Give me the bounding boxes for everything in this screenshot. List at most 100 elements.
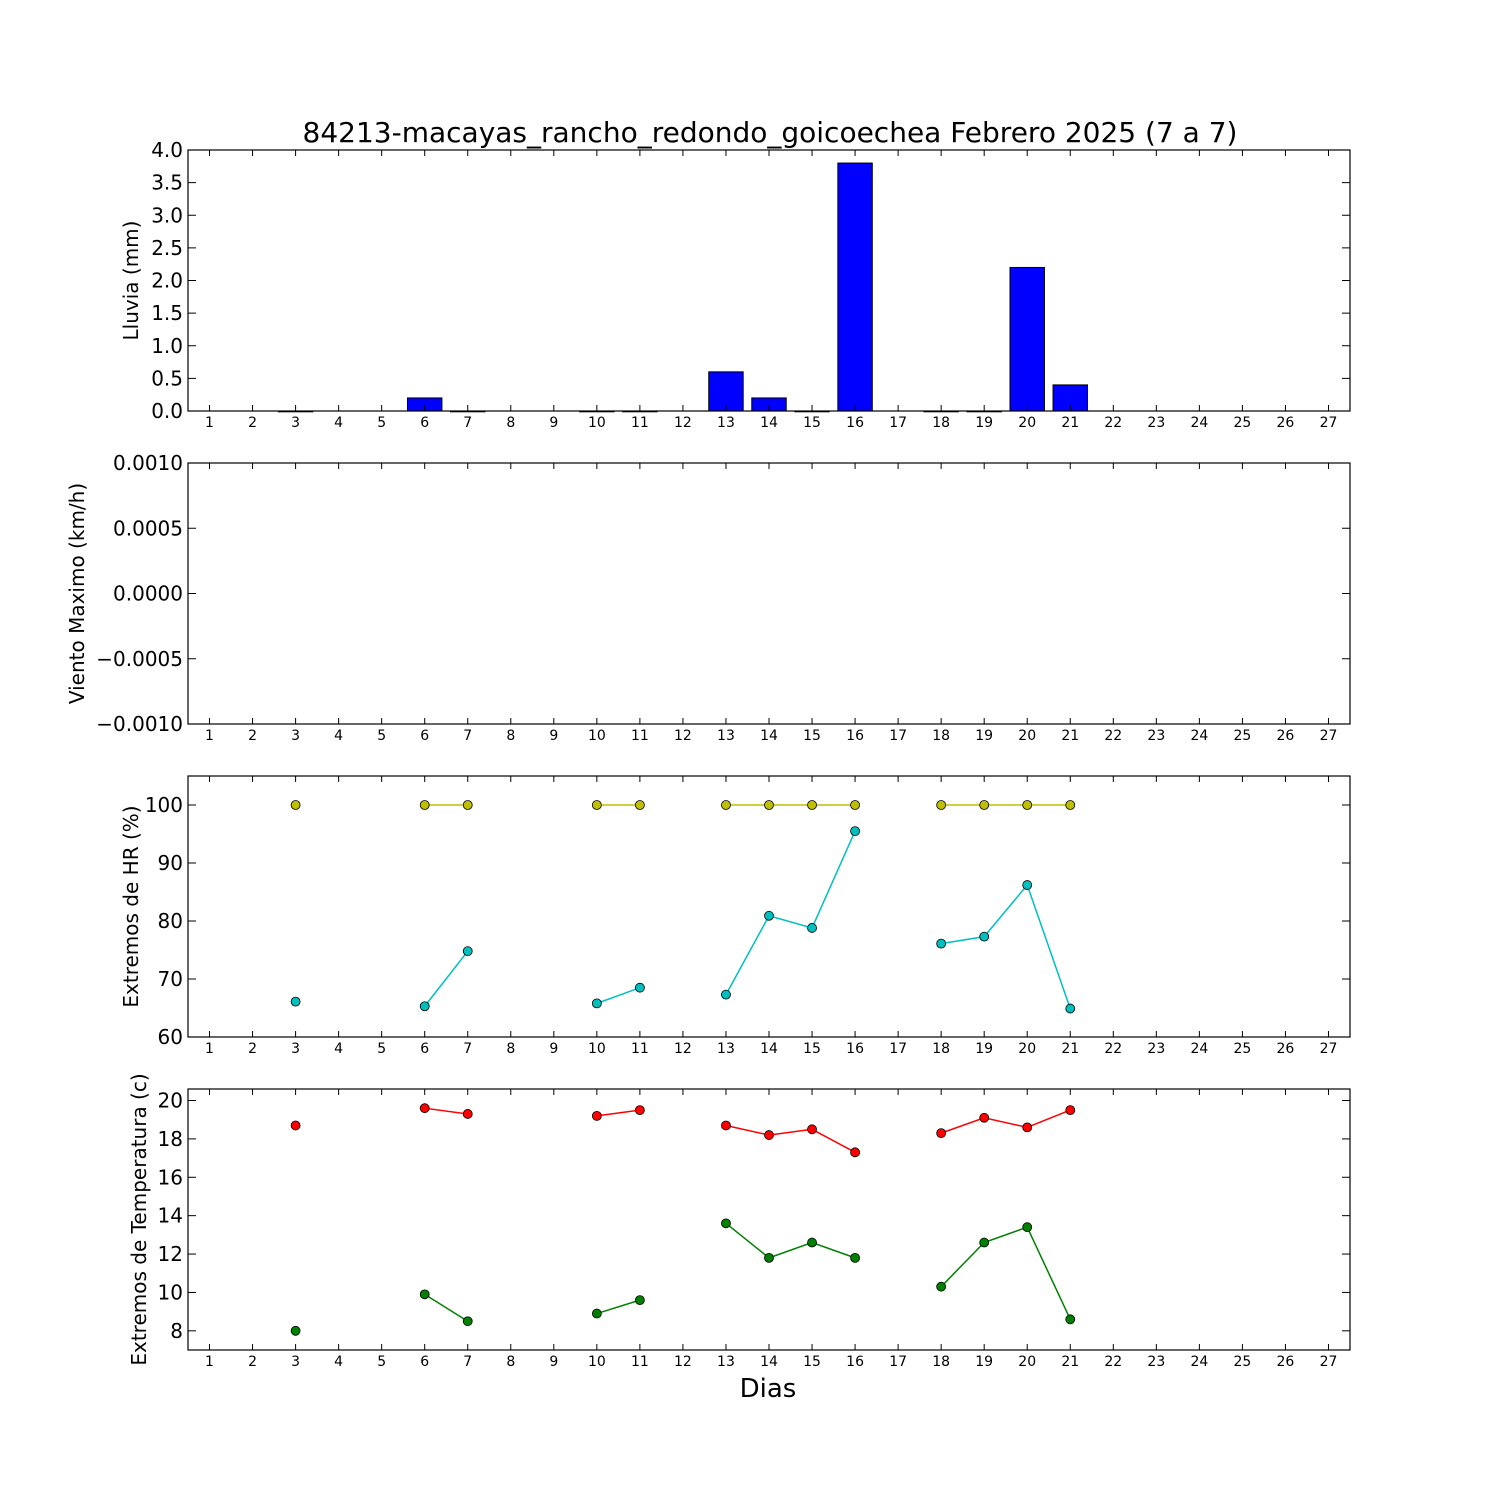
x-tick-label: 10 [588,1354,606,1370]
x-tick-label: 23 [1147,1354,1165,1370]
x-tick-label: 16 [846,1354,864,1370]
x-tick-label: 27 [1320,415,1338,431]
x-tick-label: 5 [377,1354,386,1370]
y-tick-label: 3.5 [151,171,183,195]
y-tick-label: −0.0010 [96,712,183,736]
y-tick-label: 0.0000 [113,582,183,606]
x-tick-label: 9 [549,415,558,431]
y-tick-label: 2.0 [151,269,183,293]
y-tick-label: 60 [158,1025,183,1049]
x-tick-label: 9 [549,728,558,744]
y-tick-label: 100 [145,793,183,817]
x-tick-label: 27 [1320,1354,1338,1370]
point-temp_min-day-19 [979,1237,990,1248]
x-tick-label: 16 [846,728,864,744]
y-tick-label: 8 [170,1319,183,1343]
point-temp_max-day-18 [936,1128,947,1139]
x-tick-label: 15 [803,415,821,431]
point-hr_max-day-7 [462,800,473,810]
point-hr_min-day-6 [419,1001,430,1012]
point-hr_max-day-18 [936,800,947,810]
point-hr_min-day-11 [634,982,645,993]
x-tick-label: 9 [549,1041,558,1057]
y-tick-label: 18 [158,1127,183,1151]
x-tick-label: 13 [717,415,735,431]
series-line-hr_min-1 [424,950,469,1007]
x-tick-label: 1 [205,1041,214,1057]
point-hr_min-day-14 [764,910,774,921]
y-tick-label: 1.0 [151,334,183,358]
y-axis-label-lluvia: Lluvia (mm) [119,221,143,341]
point-temp_min-day-6 [419,1289,430,1300]
x-tick-label: 17 [889,415,907,431]
x-tick-label: 6 [420,728,429,744]
y-tick-label: 70 [158,967,183,991]
x-tick-label: 15 [803,1354,821,1370]
x-tick-label: 5 [377,1041,386,1057]
x-tick-label: 8 [506,1041,515,1057]
x-tick-label: 24 [1190,415,1208,431]
x-tick-label: 2 [248,1354,257,1370]
x-tick-label: 6 [420,1041,429,1057]
x-tick-label: 5 [377,415,386,431]
point-hr_min-day-21 [1065,1003,1076,1014]
panel-temperatura: 1 2 3 4 5 6 7 8 9 10 11 12 13 14 15 16 17 18 19 20 21 22 23 24 2… [127,1073,1351,1370]
x-tick-label: 15 [803,728,821,744]
y-tick-label: 20 [158,1089,183,1113]
y-axis-label-hr: Extremos de HR (%) [119,805,143,1007]
x-tick-label: 14 [760,1354,778,1370]
x-axis-label: Dias [740,1374,797,1404]
x-tick-label: 23 [1147,728,1165,744]
point-hr_max-day-15 [807,800,817,810]
point-temp_min-day-15 [807,1237,817,1248]
x-tick-label: 8 [506,415,515,431]
axes-frame-temperatura [187,1088,1351,1351]
axes-frame-lluvia [187,149,1351,412]
series-line-temp_min-3 [725,1222,856,1259]
x-tick-label: 2 [248,728,257,744]
y-axis-label-viento: Viento Maximo (km/h) [65,483,89,704]
x-tick-label: 25 [1233,728,1251,744]
x-tick-label: 1 [205,1354,214,1370]
panels: 1 2 3 4 5 6 7 8 9 10 11 12 13 14 15 16 17 18 19 20 21 22 23 24 2… [65,138,1351,1370]
point-temp_max-day-6 [419,1103,430,1114]
x-tick-label: 6 [420,1354,429,1370]
x-tick-label: 17 [889,1354,907,1370]
point-temp_min-day-18 [936,1281,947,1292]
x-tick-label: 14 [760,1041,778,1057]
series-line-temp_min-1 [424,1293,469,1322]
x-tick-label: 22 [1104,1041,1122,1057]
x-tick-label: 7 [463,728,472,744]
point-temp_min-day-21 [1065,1314,1076,1325]
x-tick-label: 7 [463,415,472,431]
x-tick-label: 18 [932,728,950,744]
x-tick-label: 13 [717,1354,735,1370]
x-tick-label: 26 [1277,728,1295,744]
point-hr_max-day-11 [634,800,645,810]
y-tick-label: 12 [158,1242,183,1266]
point-hr_max-day-21 [1065,800,1076,810]
y-tick-label: 10 [158,1280,183,1304]
x-tick-label: 5 [377,728,386,744]
x-tick-label: 16 [846,1041,864,1057]
x-tick-label: 23 [1147,1041,1165,1057]
x-tick-label: 8 [506,1354,515,1370]
x-tick-label: 27 [1320,728,1338,744]
point-temp_min-day-13 [721,1218,731,1229]
x-tick-label: 18 [932,415,950,431]
y-tick-label: 16 [158,1165,183,1189]
x-tick-label: 10 [588,1041,606,1057]
panel-viento: 1 2 3 4 5 6 7 8 9 10 11 12 13 14 15 16 17 18 19 20 21 22 23 24 2… [65,451,1351,744]
x-tick-label: 27 [1320,1041,1338,1057]
point-hr_max-day-10 [591,800,602,810]
y-tick-label: 90 [158,851,183,875]
x-tick-label: 21 [1061,1041,1079,1057]
point-temp_max-day-19 [979,1112,990,1123]
y-tick-label: 2.5 [151,236,183,260]
x-tick-label: 20 [1018,1354,1036,1370]
axes-frame-hr [187,775,1351,1038]
x-tick-label: 11 [631,415,649,431]
x-tick-label: 12 [674,415,692,431]
point-hr_max-day-13 [721,800,731,810]
